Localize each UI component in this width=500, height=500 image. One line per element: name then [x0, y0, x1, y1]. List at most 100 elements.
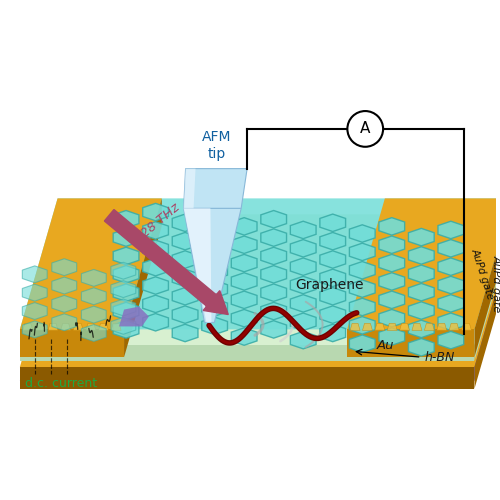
Polygon shape	[172, 269, 198, 286]
Polygon shape	[408, 302, 434, 320]
Text: AFM
tip: AFM tip	[202, 130, 231, 160]
Polygon shape	[184, 168, 196, 208]
Polygon shape	[172, 324, 198, 342]
Polygon shape	[424, 324, 434, 330]
Polygon shape	[86, 324, 96, 330]
Polygon shape	[474, 236, 500, 389]
FancyArrow shape	[104, 210, 228, 314]
Polygon shape	[232, 236, 257, 254]
Polygon shape	[290, 294, 316, 312]
Polygon shape	[113, 320, 139, 338]
Polygon shape	[379, 218, 404, 235]
Polygon shape	[22, 302, 47, 320]
Polygon shape	[36, 324, 46, 330]
Polygon shape	[232, 291, 257, 308]
Text: A: A	[360, 122, 370, 136]
Polygon shape	[142, 277, 169, 294]
Polygon shape	[408, 228, 434, 246]
Polygon shape	[350, 316, 375, 334]
Polygon shape	[202, 298, 228, 316]
Polygon shape	[408, 265, 434, 282]
Polygon shape	[350, 335, 375, 352]
Polygon shape	[52, 277, 76, 294]
Polygon shape	[379, 328, 404, 345]
Polygon shape	[111, 318, 136, 334]
Polygon shape	[408, 320, 434, 338]
Polygon shape	[232, 254, 257, 272]
Polygon shape	[20, 198, 162, 330]
Polygon shape	[22, 284, 47, 301]
Polygon shape	[202, 317, 228, 334]
Polygon shape	[202, 280, 228, 298]
Polygon shape	[202, 244, 228, 261]
Polygon shape	[52, 314, 76, 330]
Polygon shape	[290, 258, 316, 276]
Polygon shape	[142, 204, 169, 221]
Polygon shape	[20, 250, 500, 381]
Polygon shape	[400, 324, 409, 330]
Polygon shape	[74, 324, 83, 330]
Polygon shape	[48, 324, 58, 330]
Text: Au: Au	[377, 340, 394, 352]
Polygon shape	[119, 306, 149, 326]
Polygon shape	[172, 306, 198, 324]
Polygon shape	[60, 324, 70, 330]
Polygon shape	[172, 251, 198, 268]
Polygon shape	[113, 210, 139, 228]
Polygon shape	[184, 208, 241, 322]
Polygon shape	[462, 324, 471, 330]
Polygon shape	[261, 284, 286, 302]
Circle shape	[348, 111, 383, 147]
Polygon shape	[438, 276, 464, 294]
Polygon shape	[261, 247, 286, 264]
Polygon shape	[375, 324, 385, 330]
Polygon shape	[184, 208, 212, 322]
Polygon shape	[290, 240, 316, 257]
Polygon shape	[111, 280, 136, 297]
Polygon shape	[232, 218, 257, 235]
Polygon shape	[438, 294, 464, 312]
Polygon shape	[412, 324, 422, 330]
Polygon shape	[142, 222, 169, 239]
Polygon shape	[142, 258, 169, 276]
Polygon shape	[22, 321, 47, 338]
Polygon shape	[82, 288, 106, 304]
Polygon shape	[347, 198, 500, 330]
Polygon shape	[124, 198, 162, 357]
Text: 28 THz: 28 THz	[139, 200, 182, 240]
Polygon shape	[290, 313, 316, 330]
Polygon shape	[449, 324, 459, 330]
Polygon shape	[202, 207, 228, 224]
Polygon shape	[408, 246, 434, 264]
Polygon shape	[379, 236, 404, 254]
Polygon shape	[379, 254, 404, 272]
Polygon shape	[20, 346, 474, 361]
Polygon shape	[142, 314, 169, 331]
Polygon shape	[438, 313, 464, 330]
Polygon shape	[111, 262, 136, 279]
Polygon shape	[111, 299, 136, 316]
Polygon shape	[438, 332, 464, 349]
Polygon shape	[113, 229, 139, 246]
Polygon shape	[261, 266, 286, 283]
Polygon shape	[142, 240, 169, 258]
Text: d.c. current: d.c. current	[26, 378, 98, 390]
Polygon shape	[232, 310, 257, 327]
Polygon shape	[290, 332, 316, 349]
Polygon shape	[172, 288, 198, 305]
Polygon shape	[320, 324, 345, 342]
Polygon shape	[320, 214, 345, 232]
Polygon shape	[290, 221, 316, 238]
Polygon shape	[438, 221, 464, 238]
Polygon shape	[437, 324, 446, 330]
Polygon shape	[350, 324, 360, 330]
Polygon shape	[82, 324, 106, 342]
Polygon shape	[320, 269, 345, 286]
Polygon shape	[320, 288, 345, 305]
Polygon shape	[350, 243, 375, 260]
Polygon shape	[82, 270, 106, 286]
Polygon shape	[408, 338, 434, 356]
Polygon shape	[184, 168, 247, 208]
Polygon shape	[320, 306, 345, 324]
Polygon shape	[474, 198, 500, 357]
